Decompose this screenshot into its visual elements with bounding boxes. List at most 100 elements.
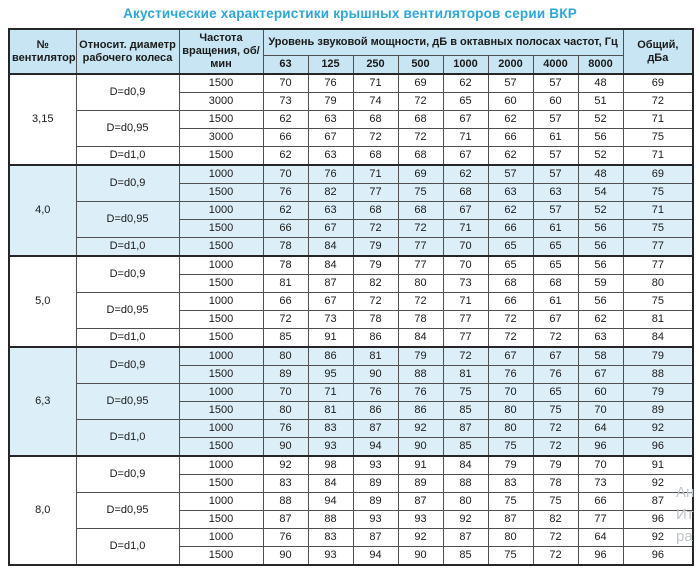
speed-cell: 1500	[178, 546, 264, 566]
table-row: 1500 90 93 94 90 85 75 72 96 96	[9, 437, 694, 457]
spl-value-cell: 98	[307, 455, 354, 475]
speed-cell: 1500	[178, 401, 264, 420]
spl-value-cell: 62	[577, 310, 624, 329]
spl-value-cell: 83	[487, 474, 534, 493]
spl-value-cell: 72	[487, 310, 534, 329]
diameter-cell: D=d0,9	[75, 346, 180, 384]
spl-value-cell: 65	[532, 237, 579, 257]
spl-value-cell: 87	[352, 419, 399, 438]
spl-value-cell: 66	[262, 219, 309, 238]
speed-cell: 1500	[178, 237, 264, 257]
spl-value-cell: 62	[262, 146, 309, 166]
spl-value-cell: 52	[577, 146, 624, 166]
spl-value-cell: 93	[397, 510, 444, 529]
spl-value-cell: 68	[397, 110, 444, 129]
speed-cell: 1500	[178, 474, 264, 493]
spl-value-cell: 93	[352, 455, 399, 475]
spl-value-cell: 67	[532, 346, 579, 366]
spl-value-cell: 73	[262, 92, 309, 111]
diameter-cell: D=d0,95	[75, 492, 180, 529]
table-row: D=d1,0 1500 62 63 68 68 67 62 57 52 71	[9, 146, 694, 166]
spl-value-cell: 59	[577, 274, 624, 293]
spl-value-cell: 84	[307, 474, 354, 493]
diameter-cell: D=d0,9	[75, 255, 180, 293]
spl-value-cell: 72	[442, 346, 489, 366]
spl-value-cell: 76	[532, 365, 579, 384]
spl-value-cell: 92	[397, 528, 444, 547]
table-row: 1500 87 88 93 93 92 87 82 77 96	[9, 510, 694, 529]
speed-cell: 1000	[178, 292, 264, 311]
spl-value-cell: 75	[532, 401, 579, 420]
spl-value-cell: 65	[532, 255, 579, 275]
total-dba-cell: 80	[622, 274, 694, 293]
spl-value-cell: 77	[397, 237, 444, 257]
spl-value-cell: 71	[352, 73, 399, 93]
spl-value-cell: 88	[442, 474, 489, 493]
diameter-cell: D=d0,9	[75, 73, 180, 111]
spl-value-cell: 76	[262, 419, 309, 438]
table-row: D=d0,95 1000 88 94 89 87 80 75 75 66 87	[9, 492, 694, 529]
spl-value-cell: 85	[442, 401, 489, 420]
spl-value-cell: 68	[487, 274, 534, 293]
spl-value-cell: 82	[532, 510, 579, 529]
header-freq-63: 63	[262, 54, 309, 75]
table-row: 1500 89 95 90 88 81 76 76 67 88	[9, 365, 694, 384]
table-row: D=d1,0 1000 76 83 87 92 87 80 72 64 92	[9, 419, 694, 457]
total-dba-cell: 79	[622, 383, 694, 402]
spl-value-cell: 57	[532, 110, 579, 129]
table-row: 1500 66 67 72 72 71 66 61 56 75	[9, 219, 694, 238]
spl-value-cell: 85	[262, 328, 309, 348]
spl-value-cell: 89	[262, 365, 309, 384]
table-row: 1500 83 84 89 89 88 83 78 73 92	[9, 474, 694, 493]
fan-number-cell: 5,0	[8, 255, 77, 348]
spl-value-cell: 72	[352, 128, 399, 147]
total-dba-cell: 96	[622, 510, 694, 529]
total-dba-cell: 91	[622, 455, 694, 475]
spl-value-cell: 79	[532, 455, 579, 475]
spl-value-cell: 60	[577, 383, 624, 402]
total-dba-cell: 92	[622, 528, 694, 547]
header-row-frequencies: 63 125 250 500 1000 2000 4000 8000	[9, 54, 693, 75]
spl-value-cell: 83	[307, 419, 354, 438]
spl-value-cell: 84	[397, 328, 444, 348]
spl-value-cell: 85	[442, 546, 489, 566]
spl-value-cell: 56	[577, 128, 624, 147]
spl-value-cell: 67	[307, 292, 354, 311]
spl-value-cell: 77	[397, 255, 444, 275]
spl-value-cell: 63	[307, 146, 354, 166]
spl-value-cell: 75	[397, 183, 444, 202]
total-dba-cell: 71	[622, 201, 694, 220]
spl-value-cell: 67	[577, 365, 624, 384]
table-row: 6,3 D=d0,9 1000 80 86 81 79 72 67 67 58 79	[8, 346, 694, 457]
header-rotation-speed: Частота вращения, об/мин	[178, 28, 264, 75]
spl-value-cell: 63	[532, 183, 579, 202]
spl-value-cell: 75	[487, 437, 534, 457]
header-freq-500: 500	[397, 54, 444, 75]
spl-value-cell: 83	[262, 474, 309, 493]
spl-value-cell: 77	[352, 183, 399, 202]
spl-value-cell: 69	[397, 164, 444, 184]
spl-value-cell: 57	[532, 201, 579, 220]
spl-value-cell: 56	[577, 237, 624, 257]
spl-value-cell: 48	[577, 164, 624, 184]
total-dba-cell: 96	[622, 437, 694, 457]
speed-cell: 1500	[178, 310, 264, 329]
table-row: D=d1,0 1500 78 84 79 77 70 65 65 56 77	[9, 237, 694, 257]
diameter-cell: D=d0,9	[75, 164, 180, 202]
spl-value-cell: 66	[262, 292, 309, 311]
speed-cell: 1500	[178, 110, 264, 129]
spl-value-cell: 91	[307, 328, 354, 348]
spl-value-cell: 48	[577, 73, 624, 93]
total-dba-cell: 89	[622, 401, 694, 420]
spl-value-cell: 63	[577, 328, 624, 348]
spl-value-cell: 81	[442, 365, 489, 384]
spl-value-cell: 70	[487, 383, 534, 402]
speed-cell: 1000	[178, 164, 264, 184]
spl-value-cell: 75	[532, 492, 579, 511]
speed-cell: 1000	[178, 419, 264, 438]
header-freq-1000: 1000	[442, 54, 489, 75]
diameter-cell: D=d0,9	[75, 455, 180, 493]
spl-value-cell: 72	[397, 219, 444, 238]
speed-cell: 1000	[178, 455, 264, 475]
total-dba-cell: 81	[622, 310, 694, 329]
